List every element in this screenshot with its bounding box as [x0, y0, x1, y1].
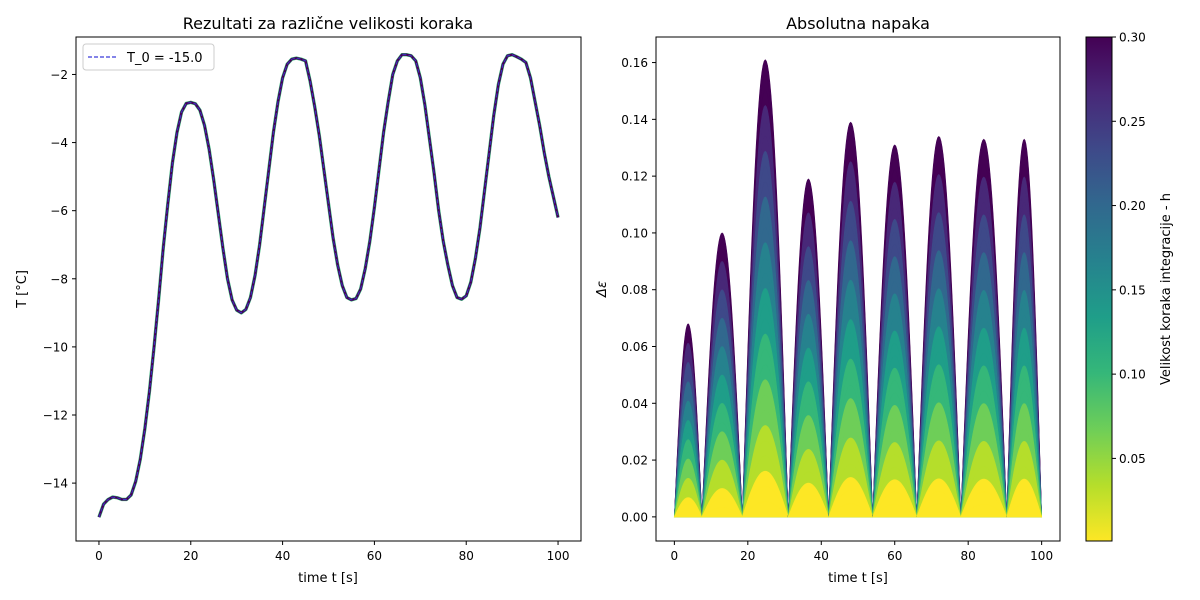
- left-y-ticks: −2 −4 −6 −8 −10 −12 −14: [43, 68, 76, 491]
- colorbar-tick-label: 0.30: [1119, 31, 1146, 45]
- series-line-lower-h: [97, 53, 560, 518]
- right-x-tick-label: 40: [814, 549, 829, 563]
- right-y-tick-label: 0.14: [621, 113, 648, 127]
- left-y-tick-label: −2: [50, 68, 68, 82]
- right-y-ticks: 0.00 0.02 0.04 0.06 0.08 0.10 0.12 0.14 0.16: [621, 56, 656, 524]
- left-y-tick-label: −14: [43, 477, 68, 491]
- legend: T_0 = -15.0: [82, 43, 215, 71]
- right-axes-frame: [655, 36, 1061, 542]
- error-band: [741, 501, 789, 518]
- right-x-ticks: 0 20 40 60 80 100: [671, 541, 1053, 563]
- right-y-tick-label: 0.10: [621, 226, 648, 240]
- error-arch: [741, 59, 789, 518]
- error-band: [871, 504, 918, 518]
- error-band: [960, 503, 1008, 518]
- left-chart-title: Rezultati za različne velikosti koraka: [183, 14, 473, 33]
- right-y-tick-label: 0.00: [621, 510, 648, 524]
- error-arch: [915, 135, 962, 518]
- left-axes-frame: [75, 36, 582, 542]
- right-y-tick-label: 0.02: [621, 454, 648, 468]
- left-x-tick-label: 60: [367, 549, 382, 563]
- left-y-tick-label: −10: [43, 340, 68, 354]
- right-x-tick-label: 100: [1030, 549, 1053, 563]
- left-x-tick-label: 100: [547, 549, 570, 563]
- error-arch: [1006, 138, 1043, 518]
- right-y-tick-label: 0.06: [621, 340, 648, 354]
- colorbar-gradient: [1085, 36, 1113, 542]
- left-plot: Rezultati za različne velikosti koraka 0…: [15, 14, 582, 586]
- legend-box: [82, 43, 215, 71]
- series-line-t0: [98, 54, 559, 518]
- right-area-group: [673, 59, 1043, 518]
- right-plot: Absolutna napaka 0 20 40 60 80 100 0.000.020.…: [595, 14, 1061, 586]
- left-series-group: [97, 53, 560, 518]
- legend-label: T_0 = -15.0: [126, 51, 203, 66]
- left-y-tick-label: −12: [43, 409, 68, 423]
- left-y-tick-label: −4: [50, 136, 68, 150]
- left-x-tick-label: 40: [275, 549, 290, 563]
- left-x-ticks: 0 20 40 60 80 100: [95, 541, 569, 563]
- left-y-tick-label: −6: [50, 204, 68, 218]
- left-y-axis-label: T [°C]: [15, 270, 30, 309]
- error-band: [700, 507, 744, 518]
- colorbar-tick-label: 0.25: [1119, 115, 1146, 129]
- colorbar-label: Velikost koraka integracije - h: [1159, 193, 1174, 385]
- right-chart-title: Absolutna napaka: [786, 14, 930, 33]
- colorbar-tick-label: 0.05: [1119, 452, 1146, 466]
- colorbar: 0.05 0.10 0.15 0.20 0.25 0.30 Velikost koraka…: [1085, 31, 1174, 542]
- error-band: [827, 503, 874, 518]
- left-x-axis-label: time t [s]: [298, 571, 358, 586]
- right-y-tick-label: 0.16: [621, 56, 648, 70]
- right-x-tick-label: 80: [961, 549, 976, 563]
- left-x-tick-label: 20: [183, 549, 198, 563]
- error-band: [915, 503, 962, 518]
- colorbar-tick-label: 0.20: [1119, 199, 1146, 213]
- error-band: [673, 510, 703, 518]
- colorbar-ticks: 0.05 0.10 0.15 0.20 0.25 0.30: [1112, 31, 1146, 466]
- error-arch: [827, 121, 874, 518]
- right-x-axis-label: time t [s]: [828, 571, 888, 586]
- colorbar-tick-label: 0.10: [1119, 368, 1146, 382]
- right-y-tick-label: 0.12: [621, 170, 648, 184]
- series-line-upper-h: [97, 53, 560, 518]
- right-x-tick-label: 60: [887, 549, 902, 563]
- right-x-tick-label: 0: [671, 549, 679, 563]
- error-arch: [700, 232, 744, 518]
- colorbar-tick-label: 0.15: [1119, 283, 1146, 297]
- left-x-tick-label: 0: [95, 549, 103, 563]
- left-x-tick-label: 80: [459, 549, 474, 563]
- error-arch: [787, 178, 830, 518]
- error-band: [787, 505, 830, 518]
- right-y-axis-label: Δε: [595, 281, 610, 298]
- error-arch: [960, 138, 1008, 518]
- error-arch: [673, 323, 703, 518]
- right-x-tick-label: 20: [740, 549, 755, 563]
- error-arch: [871, 144, 918, 518]
- right-y-tick-label: 0.04: [621, 397, 648, 411]
- left-y-tick-label: −8: [50, 272, 68, 286]
- right-y-tick-label: 0.08: [621, 283, 648, 297]
- error-band: [1006, 503, 1043, 518]
